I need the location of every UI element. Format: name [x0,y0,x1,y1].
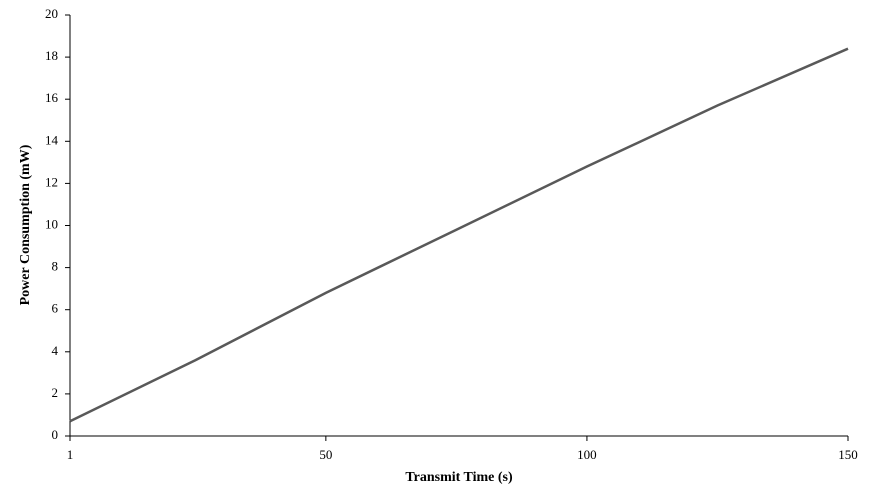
y-tick-label: 16 [45,90,59,105]
y-tick-label: 18 [45,48,58,63]
x-tick-label: 50 [319,447,332,462]
y-tick-label: 4 [52,343,59,358]
y-axis-title: Power Consumption (mW) [18,144,33,305]
x-axis-title: Transmit Time (s) [405,470,513,485]
y-tick-label: 20 [45,6,58,21]
x-tick-label: 1 [67,447,74,462]
y-tick-label: 2 [52,385,59,400]
y-tick-label: 10 [45,216,58,231]
y-tick-label: 6 [52,301,59,316]
data-line [69,47,849,423]
y-tick-label: 8 [52,259,59,274]
x-tick-label: 150 [838,447,858,462]
y-tick-label: 12 [45,174,58,189]
x-tick-label: 100 [577,447,597,462]
y-tick-label: 14 [45,132,59,147]
y-tick-label: 0 [52,427,59,442]
